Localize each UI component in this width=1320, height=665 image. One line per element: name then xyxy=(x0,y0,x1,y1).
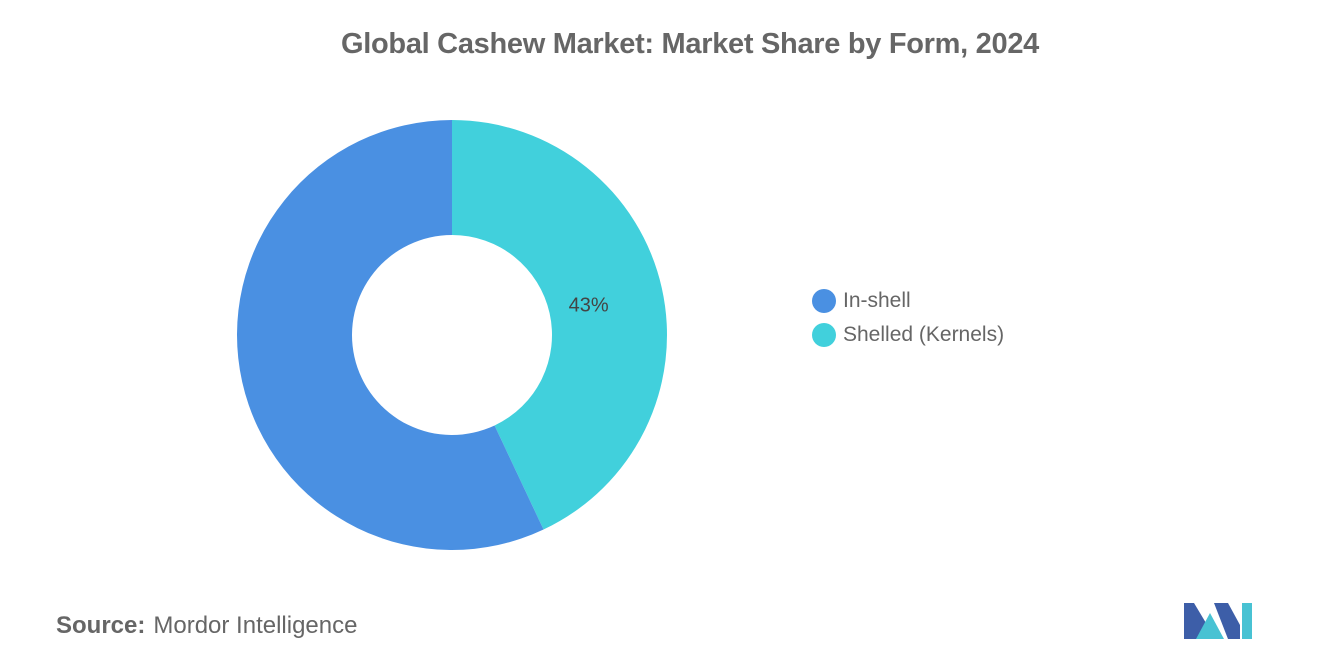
source-label: Source: xyxy=(56,612,146,639)
legend-swatch-in-shell xyxy=(812,289,836,313)
donut-slice-shelled-kernels[interactable] xyxy=(452,120,667,530)
chart-title: Global Cashew Market: Market Share by Fo… xyxy=(341,28,1039,60)
legend-label-shelled-kernels: Shelled (Kernels) xyxy=(843,323,1005,346)
data-label-shelled-kernels: 43% xyxy=(569,294,609,316)
legend-swatch-shelled-kernels xyxy=(812,323,836,347)
source-line: Source: Mordor Intelligence xyxy=(56,612,357,640)
legend-item-shelled-kernels[interactable]: Shelled (Kernels) xyxy=(812,318,1004,352)
chart-legend: In-shell Shelled (Kernels) xyxy=(812,284,1004,352)
mordor-intelligence-logo-icon xyxy=(1184,603,1252,639)
legend-item-in-shell[interactable]: In-shell xyxy=(812,284,1004,318)
legend-label-in-shell: In-shell xyxy=(843,289,911,312)
source-value: Mordor Intelligence xyxy=(153,612,358,639)
donut-slice-in-shell[interactable] xyxy=(236,120,544,551)
